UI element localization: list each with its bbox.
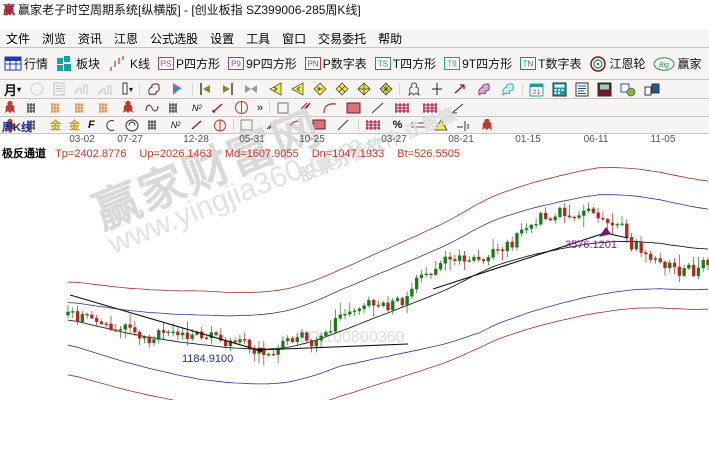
svg-text:3576.1201: 3576.1201 [565, 239, 617, 251]
svg-text:1184.9100: 1184.9100 [182, 353, 233, 365]
